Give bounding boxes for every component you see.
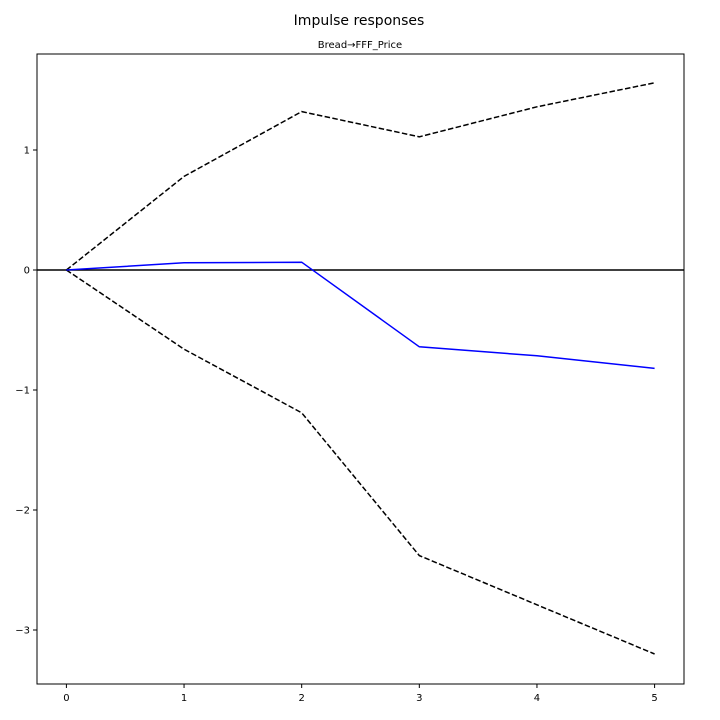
x-tick-label: 0 [63,693,69,704]
x-tick-label: 4 [534,693,540,704]
confidence-band-line-1 [65,82,655,271]
x-tick-label: 5 [651,693,657,704]
confidence-band-line-2 [65,269,655,655]
x-tick-label: 3 [416,693,422,704]
chart-title: Impulse responses [294,13,425,29]
y-tick-label: 1 [24,146,30,157]
chart-subtitle: Bread→FFF_Price [318,40,402,51]
axes-frame [36,53,685,685]
x-tick-label: 2 [298,693,304,704]
y-tick-label: 0 [24,266,30,277]
y-tick-label: −1 [15,386,30,397]
y-tick-label: −2 [15,506,30,517]
plot-area [37,82,684,655]
y-tick-label: −3 [15,626,30,637]
impulse-response-line [66,261,655,370]
axis-ticks: 0 1 2 3 4 5 −3 −2 −1 0 1 [15,146,658,705]
x-tick-label: 1 [181,693,187,704]
